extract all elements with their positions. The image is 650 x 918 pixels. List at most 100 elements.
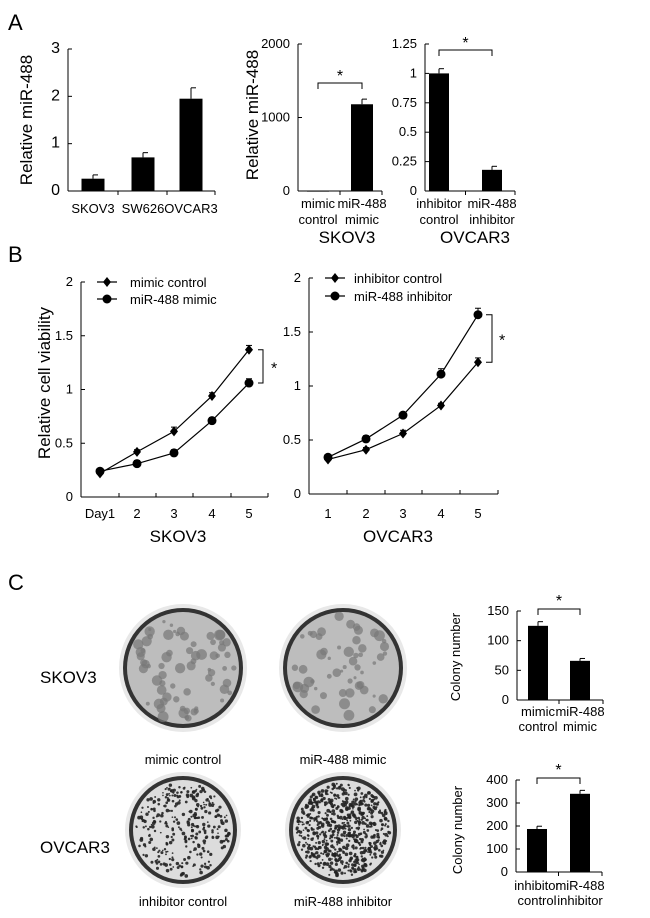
colony [319,833,322,836]
colony [165,853,167,856]
colony [321,859,324,861]
colony [171,852,174,854]
colony [197,805,199,808]
colony [369,853,372,856]
dish-label: miR-488 mimic [300,752,387,767]
colony [171,794,174,797]
colony [158,849,161,852]
colony [222,839,226,843]
colony [320,822,325,827]
colony [387,830,390,834]
colony [372,805,376,810]
category-label: control [298,212,337,227]
colony [172,629,177,634]
colony [192,824,195,827]
colony [141,636,152,647]
x-tick-label: 2 [362,506,369,521]
colony [348,784,350,787]
colony [179,827,182,831]
colony [198,830,202,834]
colony [321,817,324,820]
panel-label: C [8,570,24,595]
colony [203,806,206,809]
colony [201,815,204,819]
colony [168,792,171,795]
colony [214,815,218,819]
circle-marker [361,434,371,444]
colony [200,806,204,810]
colony [355,862,357,864]
colony [356,803,359,806]
colony [334,871,338,875]
colony [222,665,228,671]
colony [196,792,200,796]
colony [206,865,210,870]
colony [370,799,374,803]
colony [336,859,340,863]
colony [192,865,195,868]
colony [187,855,191,860]
y-tick-label: 0 [410,183,417,198]
colony [143,819,146,822]
colony [202,801,205,804]
colony [342,845,346,850]
category-label: OVCAR3 [164,201,217,216]
colony [338,853,342,857]
colony [162,791,164,794]
y-axis-label: Relative miR-488 [243,50,262,180]
colony [306,829,310,832]
colony [327,829,331,833]
colony [194,789,197,793]
colony [309,855,312,858]
colony [156,685,167,695]
y-tick-label: 1 [51,135,60,152]
colony [353,863,357,868]
colony [346,819,349,822]
circle-marker [473,310,483,320]
colony [336,805,340,809]
colony [214,629,225,641]
colony [366,803,371,807]
y-tick-label: 400 [486,772,508,787]
colony [171,828,175,832]
colony [169,794,171,797]
colony [298,830,303,834]
colony [305,841,307,844]
colony [226,839,230,843]
y-tick-label: 50 [495,662,509,677]
colony [165,793,169,797]
colony [355,827,358,830]
colony [297,843,301,847]
colony [158,662,165,670]
colony [363,828,366,831]
colony [317,815,320,818]
colony [169,867,173,871]
colony [369,862,372,865]
colony [302,843,306,848]
colony [206,850,210,854]
colony [345,834,349,837]
y-tick-label: 1000 [261,110,290,125]
colony [170,835,173,839]
category-label: mimic [521,704,555,719]
colony [180,865,184,868]
colony [370,628,379,638]
colony [174,663,186,674]
colony [174,816,177,819]
colony [296,816,300,821]
colony [308,823,311,827]
y-tick-label: 0 [294,486,301,501]
colony [312,828,315,831]
colony [302,836,307,840]
colony [317,811,321,815]
colony [379,841,382,844]
colony [158,670,167,680]
colony [202,827,205,831]
colony [153,829,157,833]
colony [157,860,161,864]
colony [316,862,320,866]
colony [357,821,362,825]
colony [163,629,174,641]
colony [152,816,155,820]
